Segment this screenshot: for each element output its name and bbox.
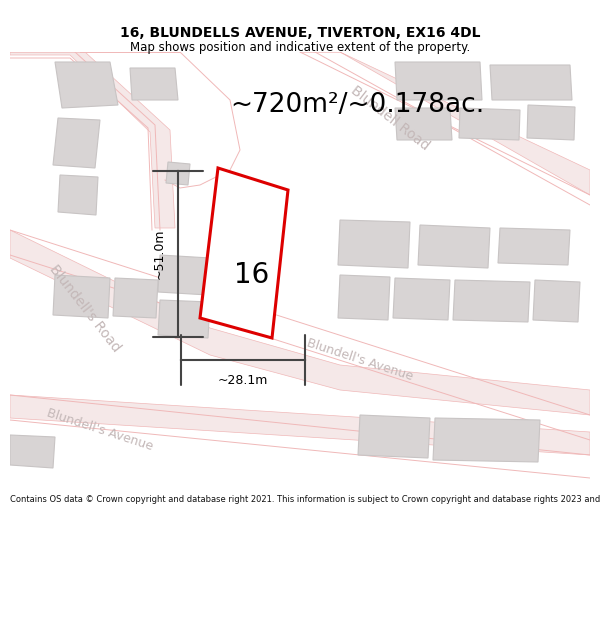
Polygon shape: [158, 300, 210, 338]
Polygon shape: [58, 175, 98, 215]
Polygon shape: [10, 52, 175, 228]
Polygon shape: [395, 62, 482, 100]
Text: 16, BLUNDELLS AVENUE, TIVERTON, EX16 4DL: 16, BLUNDELLS AVENUE, TIVERTON, EX16 4DL: [120, 26, 480, 40]
Text: ~51.0m: ~51.0m: [153, 229, 166, 279]
Polygon shape: [53, 275, 110, 318]
Text: Map shows position and indicative extent of the property.: Map shows position and indicative extent…: [130, 41, 470, 54]
Polygon shape: [113, 278, 158, 318]
Text: Blundell's Road: Blundell's Road: [47, 262, 124, 354]
Polygon shape: [393, 278, 450, 320]
Polygon shape: [218, 205, 270, 248]
Polygon shape: [218, 270, 270, 318]
Polygon shape: [453, 280, 530, 322]
Polygon shape: [55, 62, 118, 108]
Polygon shape: [527, 105, 575, 140]
Polygon shape: [338, 275, 390, 320]
Text: Blundell's Avenue: Blundell's Avenue: [305, 337, 415, 383]
Polygon shape: [10, 395, 590, 455]
Polygon shape: [498, 228, 570, 265]
Polygon shape: [418, 225, 490, 268]
Text: Contains OS data © Crown copyright and database right 2021. This information is : Contains OS data © Crown copyright and d…: [10, 495, 600, 504]
Polygon shape: [158, 255, 210, 295]
Polygon shape: [53, 118, 100, 168]
Polygon shape: [300, 52, 590, 195]
Polygon shape: [200, 168, 288, 338]
Polygon shape: [10, 435, 55, 468]
Polygon shape: [358, 415, 430, 458]
Text: 16: 16: [235, 261, 269, 289]
Text: ~28.1m: ~28.1m: [218, 374, 268, 387]
Text: Blundell's Avenue: Blundell's Avenue: [45, 407, 155, 453]
Polygon shape: [533, 280, 580, 322]
Polygon shape: [490, 65, 572, 100]
Polygon shape: [338, 220, 410, 268]
Text: ~720m²/~0.178ac.: ~720m²/~0.178ac.: [230, 92, 484, 118]
Polygon shape: [433, 418, 540, 462]
Polygon shape: [10, 230, 590, 415]
Polygon shape: [459, 108, 520, 140]
Polygon shape: [130, 68, 178, 100]
Polygon shape: [395, 108, 452, 140]
Text: Blundell Road: Blundell Road: [348, 83, 432, 153]
Polygon shape: [166, 162, 190, 185]
